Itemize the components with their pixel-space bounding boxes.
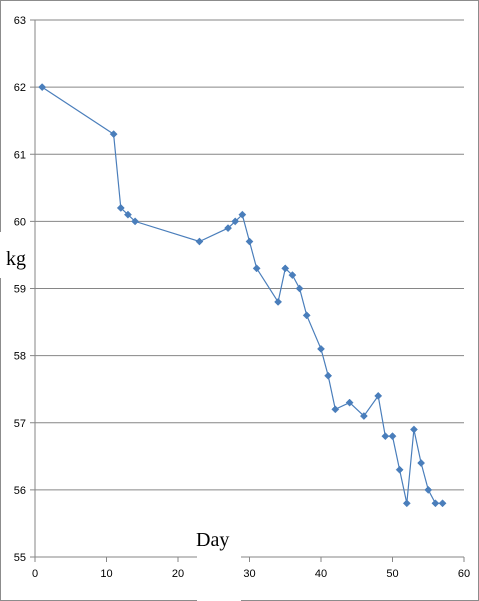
data-point (238, 210, 247, 219)
data-point (245, 237, 254, 246)
data-point (331, 405, 340, 414)
data-point (374, 391, 383, 400)
x-tick-label: 10 (100, 568, 112, 580)
data-point (281, 264, 290, 273)
data-point (274, 297, 283, 306)
x-tick-label: 60 (458, 568, 470, 580)
y-tick-label: 56 (14, 485, 26, 497)
data-point (345, 398, 354, 407)
data-point (395, 465, 404, 474)
x-tick-label: 50 (386, 568, 398, 580)
data-point (295, 284, 304, 293)
y-tick-label: 57 (14, 418, 26, 430)
data-point (131, 217, 140, 226)
data-point (324, 371, 333, 380)
data-point (224, 224, 233, 233)
y-tick-label: 55 (14, 552, 26, 564)
x-tick-label: 20 (172, 568, 184, 580)
y-tick-label: 60 (14, 216, 26, 228)
data-point (317, 344, 325, 353)
data-point (38, 83, 47, 92)
data-point (417, 459, 426, 467)
x-axis-title-box (197, 520, 241, 601)
x-tick-label: 0 (32, 568, 38, 580)
data-point (109, 130, 118, 139)
x-axis-title: Day (196, 529, 229, 551)
data-point (431, 499, 440, 508)
data-point (438, 499, 447, 508)
data-point (302, 311, 311, 320)
x-tick-label: 40 (315, 568, 327, 580)
data-point (116, 203, 125, 212)
y-tick-label: 62 (14, 82, 26, 94)
data-point (424, 485, 433, 494)
series-line (41, 86, 443, 504)
data-point (388, 432, 397, 441)
y-tick-label: 59 (14, 284, 26, 296)
y-tick-label: 61 (14, 149, 26, 161)
data-point (123, 210, 132, 219)
data-point (252, 264, 261, 273)
data-point (381, 432, 390, 441)
x-tick-label: 30 (243, 568, 255, 580)
data-point (409, 425, 418, 434)
data-point (402, 499, 411, 508)
data-point (359, 412, 368, 420)
y-axis-title-box (0, 232, 33, 278)
data-point (231, 217, 240, 226)
y-axis-title: kg (6, 248, 26, 270)
data-point (195, 237, 204, 246)
data-point (288, 271, 297, 280)
y-tick-label: 58 (14, 351, 26, 363)
y-tick-label: 63 (14, 15, 26, 27)
